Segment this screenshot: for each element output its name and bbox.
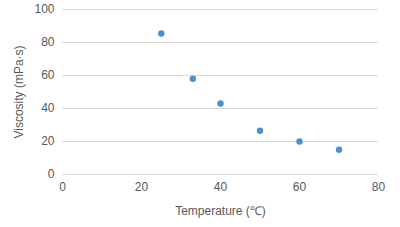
- svg-text:Temperature (℃): Temperature (℃): [175, 204, 266, 218]
- svg-text:80: 80: [372, 180, 386, 194]
- svg-text:40: 40: [41, 101, 55, 115]
- svg-text:0: 0: [59, 180, 66, 194]
- svg-text:100: 100: [34, 2, 54, 16]
- svg-text:Viscosity (mPa·s): Viscosity (mPa·s): [12, 45, 26, 138]
- svg-text:60: 60: [41, 68, 55, 82]
- svg-text:60: 60: [293, 180, 307, 194]
- svg-text:80: 80: [41, 35, 55, 49]
- svg-text:20: 20: [41, 134, 55, 148]
- svg-text:20: 20: [135, 180, 149, 194]
- svg-text:40: 40: [214, 180, 228, 194]
- svg-text:0: 0: [48, 167, 55, 181]
